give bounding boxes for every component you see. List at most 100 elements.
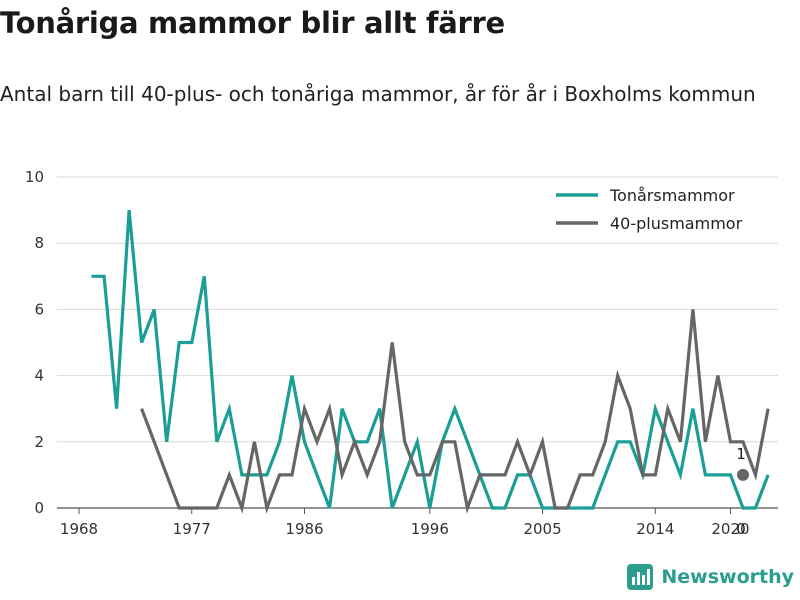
data-point bbox=[604, 474, 606, 476]
data-point bbox=[391, 507, 393, 509]
data-point bbox=[554, 507, 556, 509]
data-point bbox=[191, 507, 193, 509]
y-tick-label: 10 bbox=[25, 168, 44, 186]
data-point bbox=[742, 507, 744, 509]
data-point bbox=[541, 441, 543, 443]
data-point bbox=[115, 408, 117, 410]
data-point bbox=[165, 474, 167, 476]
data-point bbox=[153, 441, 155, 443]
data-point bbox=[679, 441, 681, 443]
x-tick-label: 1968 bbox=[60, 520, 98, 538]
data-point bbox=[341, 408, 343, 410]
data-point bbox=[617, 441, 619, 443]
y-tick-label: 4 bbox=[34, 367, 44, 385]
end-marker-40-plusmammor bbox=[737, 468, 749, 481]
data-point bbox=[454, 408, 456, 410]
data-point bbox=[203, 275, 205, 277]
data-point bbox=[667, 441, 669, 443]
data-point bbox=[216, 441, 218, 443]
data-point bbox=[153, 308, 155, 310]
data-point bbox=[216, 507, 218, 509]
data-point bbox=[629, 408, 631, 410]
data-point bbox=[579, 507, 581, 509]
data-point bbox=[491, 507, 493, 509]
data-point bbox=[128, 209, 130, 211]
series-lines bbox=[90, 209, 770, 514]
data-point bbox=[429, 507, 431, 509]
brand-name: Newsworthy bbox=[661, 566, 794, 588]
grid-lines bbox=[57, 176, 778, 509]
data-point bbox=[103, 275, 105, 277]
data-point bbox=[140, 408, 142, 410]
data-point bbox=[404, 474, 406, 476]
data-point bbox=[491, 474, 493, 476]
data-point bbox=[266, 474, 268, 476]
y-tick-label: 2 bbox=[34, 433, 44, 451]
data-point bbox=[591, 474, 593, 476]
data-point bbox=[466, 441, 468, 443]
data-point bbox=[504, 474, 506, 476]
data-point bbox=[591, 507, 593, 509]
x-tick-label: 1986 bbox=[285, 520, 323, 538]
data-point bbox=[404, 441, 406, 443]
x-tick-label: 1977 bbox=[173, 520, 211, 538]
data-point bbox=[579, 474, 581, 476]
data-point bbox=[140, 341, 142, 343]
data-point bbox=[253, 474, 255, 476]
data-point bbox=[328, 408, 330, 410]
data-point bbox=[278, 441, 280, 443]
data-point bbox=[692, 308, 694, 310]
data-point bbox=[178, 507, 180, 509]
data-point bbox=[754, 507, 756, 509]
data-point bbox=[679, 474, 681, 476]
data-point bbox=[341, 474, 343, 476]
data-point bbox=[704, 474, 706, 476]
data-point bbox=[729, 441, 731, 443]
data-point bbox=[165, 441, 167, 443]
data-point bbox=[291, 474, 293, 476]
data-point bbox=[441, 441, 443, 443]
end-label-tonarsmammor: 0 bbox=[736, 520, 746, 538]
data-point bbox=[228, 474, 230, 476]
data-point bbox=[291, 374, 293, 376]
x-tick-label: 1996 bbox=[411, 520, 449, 538]
chart-subtitle: Antal barn till 40-plus- och tonåriga ma… bbox=[0, 82, 756, 106]
newsworthy-logo-icon bbox=[627, 564, 654, 590]
data-point bbox=[479, 474, 481, 476]
data-point bbox=[742, 441, 744, 443]
legend-label-0: Tonårsmammor bbox=[609, 186, 735, 205]
data-point bbox=[378, 408, 380, 410]
data-point bbox=[366, 441, 368, 443]
data-point bbox=[241, 474, 243, 476]
y-tick-label: 0 bbox=[34, 499, 44, 517]
data-point bbox=[303, 408, 305, 410]
data-point bbox=[429, 474, 431, 476]
data-point bbox=[266, 507, 268, 509]
chart-title: Tonåriga mammor blir allt färre bbox=[0, 6, 505, 40]
data-point bbox=[303, 441, 305, 443]
data-point bbox=[253, 441, 255, 443]
data-point bbox=[717, 474, 719, 476]
data-point bbox=[228, 408, 230, 410]
data-point bbox=[454, 441, 456, 443]
data-point bbox=[767, 408, 769, 410]
data-point bbox=[654, 474, 656, 476]
data-point bbox=[529, 474, 531, 476]
newsworthy-brand[interactable]: Newsworthy bbox=[627, 564, 794, 590]
data-point bbox=[366, 474, 368, 476]
legend-label-1: 40-plusmammor bbox=[610, 214, 743, 233]
data-point bbox=[629, 441, 631, 443]
data-point bbox=[604, 441, 606, 443]
data-point bbox=[316, 441, 318, 443]
data-point bbox=[416, 441, 418, 443]
data-point bbox=[203, 507, 205, 509]
data-point bbox=[378, 441, 380, 443]
data-point bbox=[516, 474, 518, 476]
data-point bbox=[316, 474, 318, 476]
data-point bbox=[416, 474, 418, 476]
series-line-1 bbox=[140, 309, 770, 514]
data-point bbox=[667, 408, 669, 410]
data-point bbox=[90, 275, 92, 277]
data-point bbox=[504, 507, 506, 509]
